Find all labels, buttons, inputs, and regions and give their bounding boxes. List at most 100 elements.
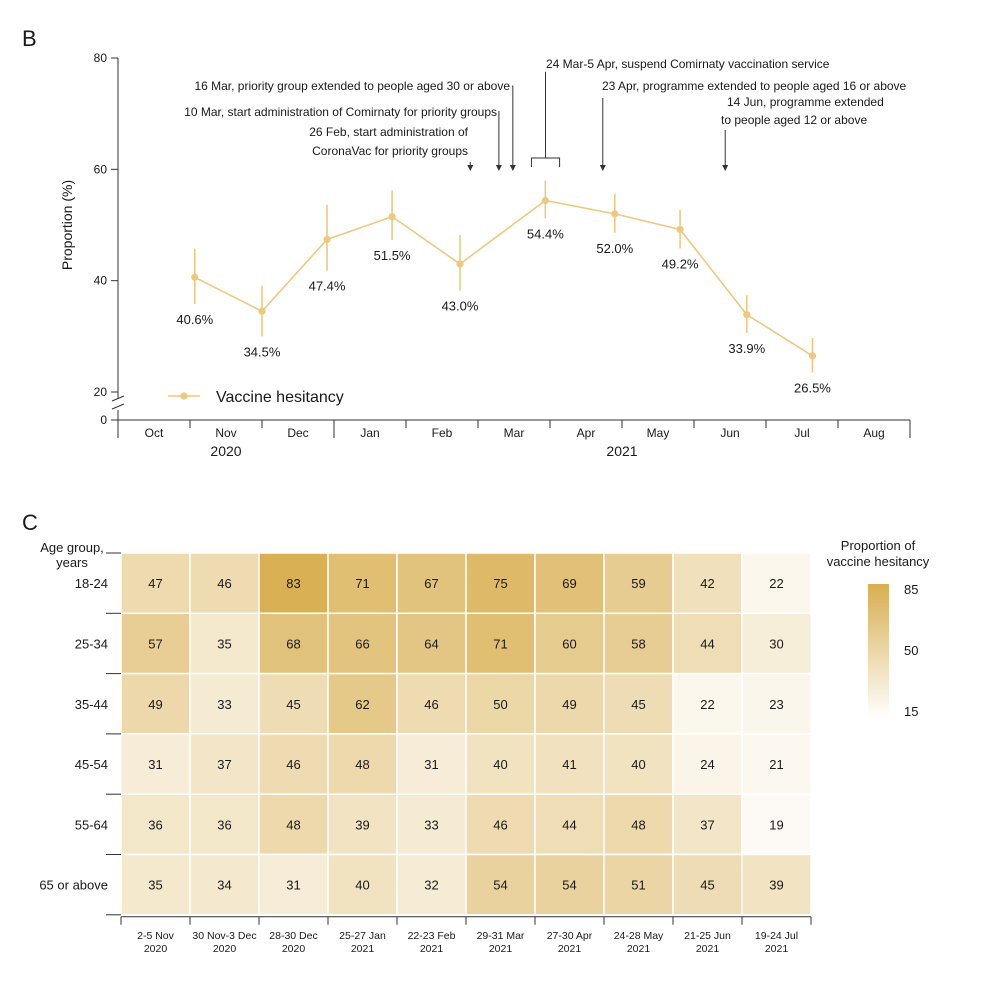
data-point <box>611 210 619 218</box>
heatmap-cell-value: 75 <box>493 576 507 591</box>
colorbar-tick-label: 15 <box>904 704 918 719</box>
legend-swatch-marker <box>180 392 188 400</box>
heatmap-row-label: 18-24 <box>75 576 108 591</box>
heatmap-cell <box>603 793 674 856</box>
y-tick-label: 20 <box>94 385 108 399</box>
annotation-arrow-head <box>599 165 606 171</box>
heatmap-column-label: 2021 <box>558 943 582 955</box>
annotation-text: 16 Mar, priority group extended to peopl… <box>194 79 510 93</box>
heatmap-cell-value: 22 <box>700 697 714 712</box>
heatmap-cell <box>189 672 260 735</box>
heatmap-cell <box>465 552 536 615</box>
heatmap-cell <box>327 612 398 675</box>
heatmap-cell <box>189 853 260 916</box>
annotation-text: 24 Mar-5 Apr, suspend Comirnaty vaccinat… <box>546 57 830 71</box>
heatmap-cell <box>120 853 191 916</box>
y-tick-label: 0 <box>100 413 107 427</box>
heatmap-cell <box>327 793 398 856</box>
heatmap-cell-value: 44 <box>700 636 714 651</box>
heatmap-cell-value: 40 <box>631 757 645 772</box>
heatmap-cell <box>258 793 329 856</box>
heatmap-cell <box>189 552 260 615</box>
heatmap-column-label: 21-25 Jun <box>684 930 731 942</box>
heatmap-cell <box>741 552 812 615</box>
panel-b-annotations: 26 Feb, start administration of CoronaVac… <box>184 57 907 171</box>
heatmap-cell-value: 42 <box>700 576 714 591</box>
heatmap-cell <box>672 672 743 735</box>
x-month-label: Oct <box>145 426 164 440</box>
annotation-arrow-head <box>467 165 474 171</box>
heatmap-cell-value: 48 <box>355 757 369 772</box>
heatmap-row-labels: Age group,years 18-24 25-34 35-44 45-54 55-64… <box>39 540 121 916</box>
heatmap-cell <box>672 793 743 856</box>
heatmap-cell-value: 19 <box>769 817 783 832</box>
heatmap-row-label: 65 or above <box>39 878 108 893</box>
panel-c-heatmap: 47 46 83 71 67 75 69 59 42 22 57 35 68 66 64 71 60 58 44 30… <box>39 538 929 955</box>
heatmap-cell <box>603 672 674 735</box>
x-month-label: Jul <box>794 426 809 440</box>
heatmap-cell <box>258 612 329 675</box>
heatmap-cell-value: 24 <box>700 757 714 772</box>
data-label: 51.5% <box>374 248 411 263</box>
heatmap-cell <box>396 552 467 615</box>
heatmap-cell <box>603 552 674 615</box>
data-point <box>388 213 396 221</box>
heatmap-cells: 47 46 83 71 67 75 69 59 42 22 57 35 68 66 64 71 60 58 44 30… <box>120 552 812 916</box>
annotation-arrow-head <box>509 165 516 171</box>
heatmap-cell-value: 36 <box>148 817 162 832</box>
heatmap-cell <box>741 853 812 916</box>
y-tick-label: 40 <box>94 274 108 288</box>
data-label: 52.0% <box>596 241 633 256</box>
heatmap-column-label: 2-5 Nov <box>137 930 175 942</box>
x-month-label: Nov <box>215 426 236 440</box>
annotation-text: CoronaVac for priority groups <box>312 144 468 158</box>
heatmap-cell-value: 35 <box>148 878 162 893</box>
x-month-label: Aug <box>863 426 884 440</box>
heatmap-column-label: 25-27 Jan <box>339 930 386 942</box>
heatmap-cell-value: 44 <box>562 817 576 832</box>
data-point <box>808 352 817 360</box>
data-label: 40.6% <box>176 312 213 327</box>
heatmap-cell-value: 31 <box>148 757 162 772</box>
heatmap-cell-value: 41 <box>562 757 576 772</box>
heatmap-cell-value: 48 <box>286 817 300 832</box>
heatmap-cell <box>327 733 398 795</box>
annotation-arrow-head <box>722 165 729 171</box>
heatmap-column-label: 27-30 Apr <box>547 930 593 942</box>
heatmap-cell-value: 69 <box>562 576 576 591</box>
heatmap-column-label: 22-23 Feb <box>408 930 456 942</box>
heatmap-cell-value: 48 <box>631 817 645 832</box>
heatmap-cell-value: 36 <box>217 817 231 832</box>
heatmap-cell-value: 37 <box>217 757 231 772</box>
heatmap-row-label: 55-64 <box>75 817 108 832</box>
heatmap-column-label: 2021 <box>351 943 375 955</box>
x-year-label: 2021 <box>606 443 637 459</box>
panel-c-label: C <box>22 510 38 535</box>
colorbar-bar <box>868 584 889 718</box>
heatmap-column-label: 2021 <box>420 943 444 955</box>
heatmap-cell-value: 60 <box>562 636 576 651</box>
heatmap-cell-value: 71 <box>355 576 369 591</box>
data-label: 43.0% <box>442 299 479 314</box>
data-label: 54.4% <box>527 226 564 241</box>
heatmap-cell <box>396 733 467 795</box>
x-month-label: Jun <box>720 426 739 440</box>
heatmap-column-label: 28-30 Dec <box>269 930 317 942</box>
heatmap-cell-value: 45 <box>286 697 300 712</box>
heatmap-column-label: 2021 <box>489 943 513 955</box>
heatmap-cell-value: 39 <box>355 817 369 832</box>
heatmap-cell-value: 34 <box>217 878 231 893</box>
heatmap-cell-value: 21 <box>769 757 783 772</box>
panel-b-label: B <box>22 26 37 51</box>
heatmap-cell-value: 64 <box>424 636 438 651</box>
heatmap-cell-value: 31 <box>286 878 300 893</box>
heatmap-cell-value: 23 <box>769 697 783 712</box>
heatmap-cell <box>258 672 329 735</box>
heatmap-cell-value: 46 <box>217 576 231 591</box>
annotation-bracket <box>530 157 561 167</box>
heatmap-column-label: 29-31 Mar <box>477 930 525 942</box>
heatmap-cell-value: 33 <box>424 817 438 832</box>
heatmap-cell-value: 68 <box>286 636 300 651</box>
